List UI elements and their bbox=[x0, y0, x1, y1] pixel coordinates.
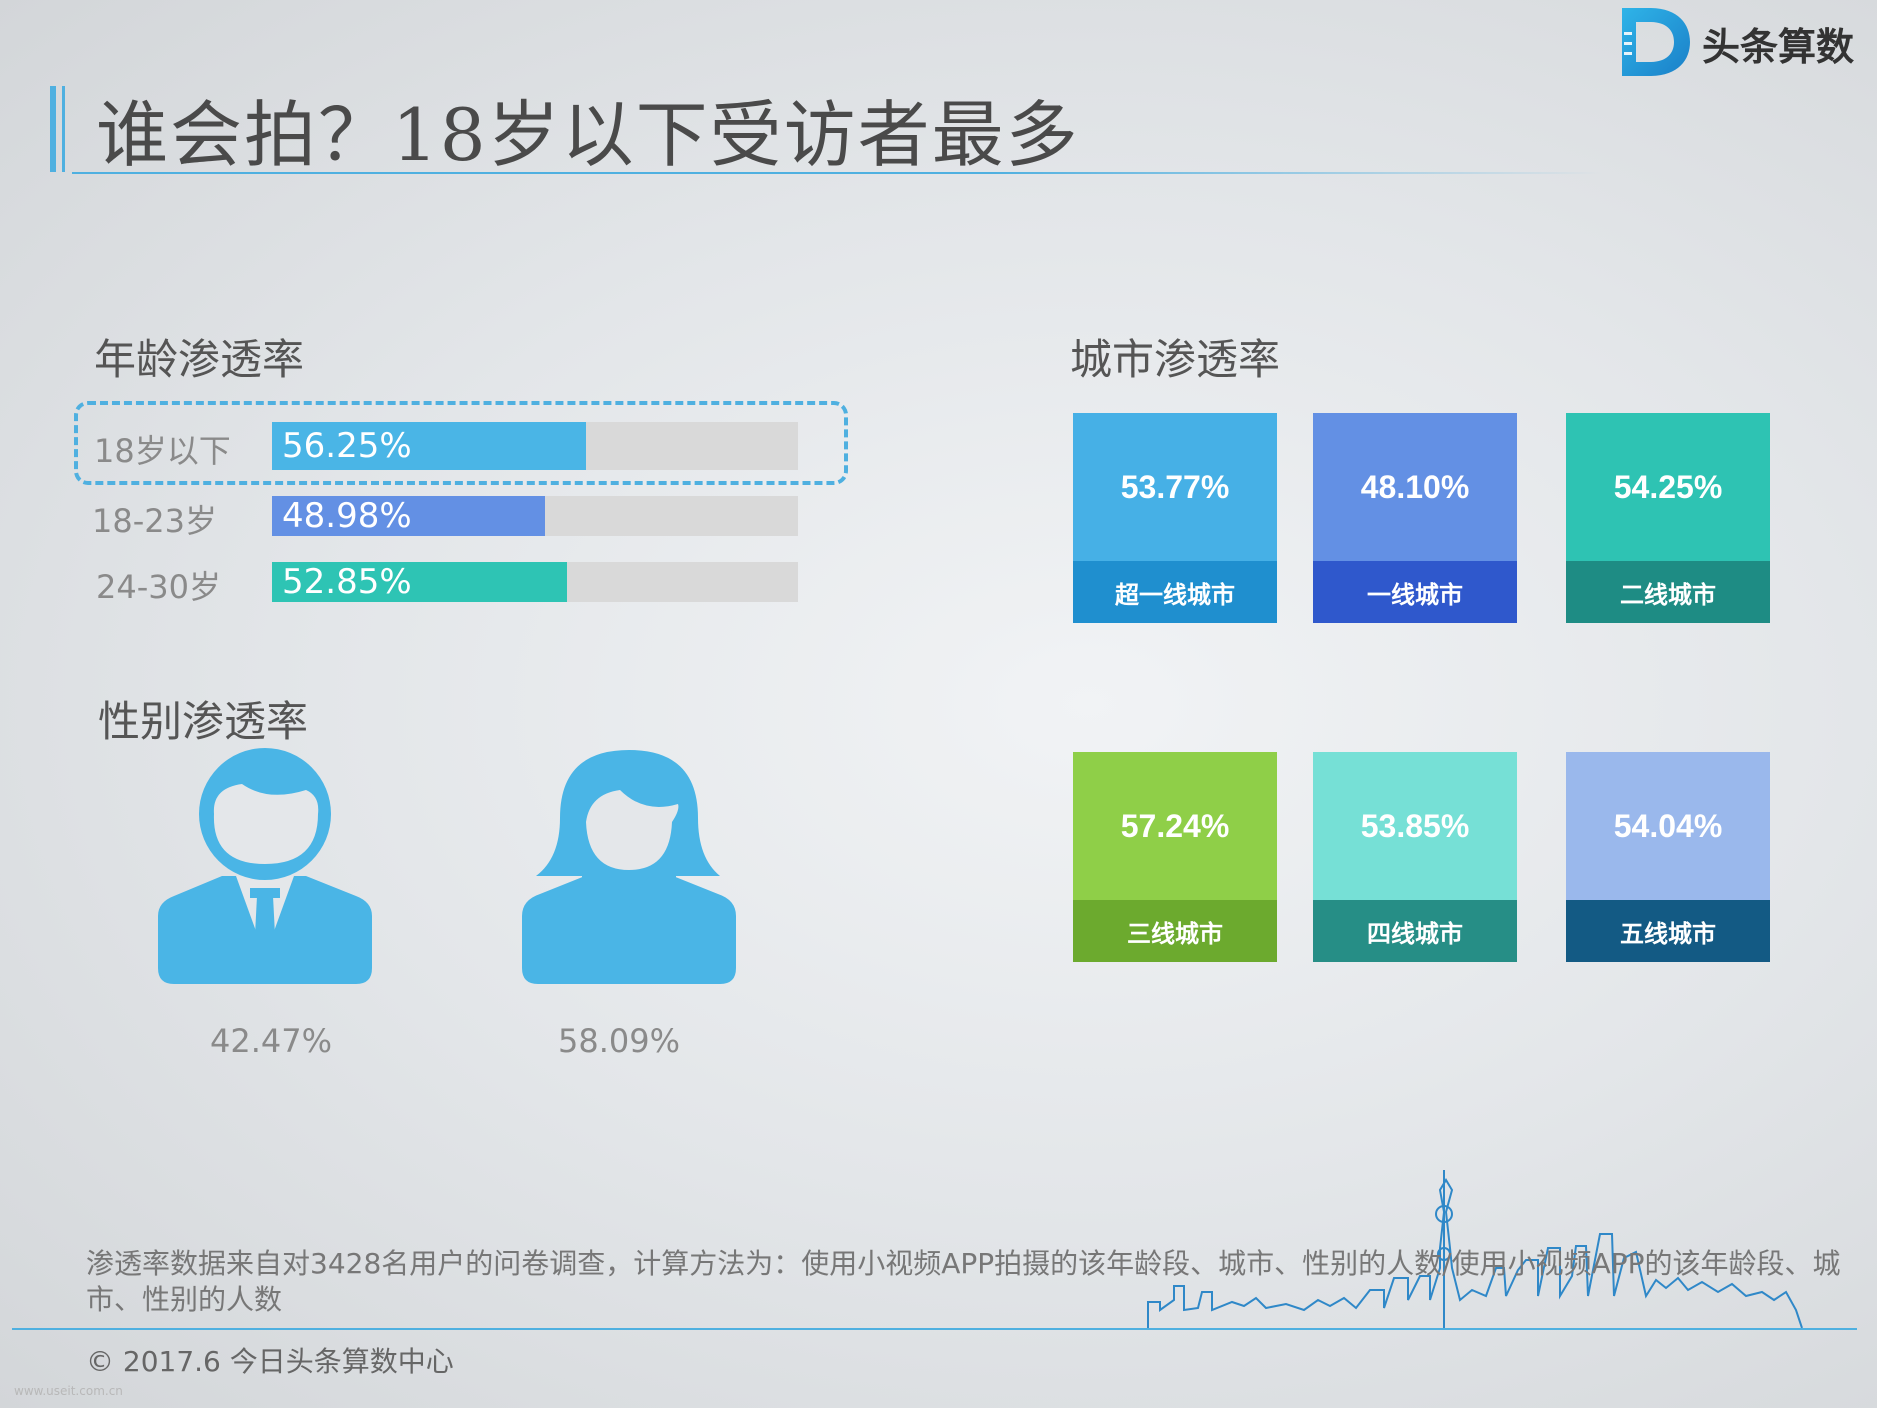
gender-section-title: 性别渗透率 bbox=[98, 697, 309, 746]
age-bar-value-label: 52.85% bbox=[282, 562, 412, 602]
age-bar-track bbox=[272, 562, 798, 602]
city-tile-label: 二线城市 bbox=[1566, 561, 1770, 623]
city-tile: 54.25% 二线城市 bbox=[1566, 413, 1770, 623]
footnote: 渗透率数据来自对3428名用户的问卷调查，计算方法为：使用小视频APP拍摄的该年… bbox=[86, 1247, 1841, 1316]
age-bar bbox=[272, 496, 546, 536]
male-penetration-value: 42.47% bbox=[210, 1022, 333, 1060]
female-user-icon bbox=[520, 748, 738, 992]
city-tile: 57.24% 三线城市 bbox=[1073, 752, 1277, 962]
city-tile: 48.10% 一线城市 bbox=[1313, 413, 1517, 623]
male-user-icon bbox=[156, 748, 374, 992]
age-bar-value-label: 56.25% bbox=[282, 426, 412, 466]
city-tile-value: 54.04% bbox=[1566, 752, 1770, 900]
age-category-label: 18-23岁 bbox=[92, 502, 217, 540]
city-tile: 54.04% 五线城市 bbox=[1566, 752, 1770, 962]
brand-d-icon bbox=[1622, 8, 1690, 76]
female-penetration-value: 58.09% bbox=[558, 1022, 681, 1060]
age-bar bbox=[272, 562, 567, 602]
age-bar-track bbox=[272, 422, 798, 470]
city-skyline-illustration bbox=[1147, 1170, 1803, 1329]
city-tile-value: 54.25% bbox=[1566, 413, 1770, 561]
city-tile-value: 48.10% bbox=[1313, 413, 1517, 561]
title-accent-bar-thin bbox=[62, 86, 65, 172]
age-section-title: 年龄渗透率 bbox=[94, 335, 305, 384]
watermark: www.useit.com.cn bbox=[14, 1384, 123, 1398]
city-tile-value: 53.77% bbox=[1073, 413, 1277, 561]
city-tile: 53.77% 超一线城市 bbox=[1073, 413, 1277, 623]
city-section-title: 城市渗透率 bbox=[1070, 335, 1281, 384]
age-category-label: 24-30岁 bbox=[96, 568, 221, 606]
page-title: 谁会拍？18岁以下受访者最多 bbox=[96, 93, 1080, 177]
copyright: © 2017.6 今日头条算数中心 bbox=[86, 1345, 454, 1378]
title-accent-bar bbox=[50, 86, 56, 172]
city-tile-label: 三线城市 bbox=[1073, 900, 1277, 962]
city-tile-label: 四线城市 bbox=[1313, 900, 1517, 962]
brand-logo bbox=[1620, 2, 1870, 82]
highlight-box bbox=[74, 401, 848, 485]
footer-divider bbox=[12, 1328, 1857, 1330]
age-category-label: 18岁以下 bbox=[94, 432, 231, 470]
title-underline bbox=[72, 172, 1602, 174]
age-bar bbox=[272, 422, 586, 470]
age-bar-value-label: 48.98% bbox=[282, 496, 412, 536]
city-tile-value: 57.24% bbox=[1073, 752, 1277, 900]
age-bar-track bbox=[272, 496, 798, 536]
brand-name: 头条算数 bbox=[1702, 25, 1855, 69]
city-tile: 53.85% 四线城市 bbox=[1313, 752, 1517, 962]
city-tile-label: 五线城市 bbox=[1566, 900, 1770, 962]
city-tile-label: 超一线城市 bbox=[1073, 561, 1277, 623]
city-tile-label: 一线城市 bbox=[1313, 561, 1517, 623]
city-tile-value: 53.85% bbox=[1313, 752, 1517, 900]
